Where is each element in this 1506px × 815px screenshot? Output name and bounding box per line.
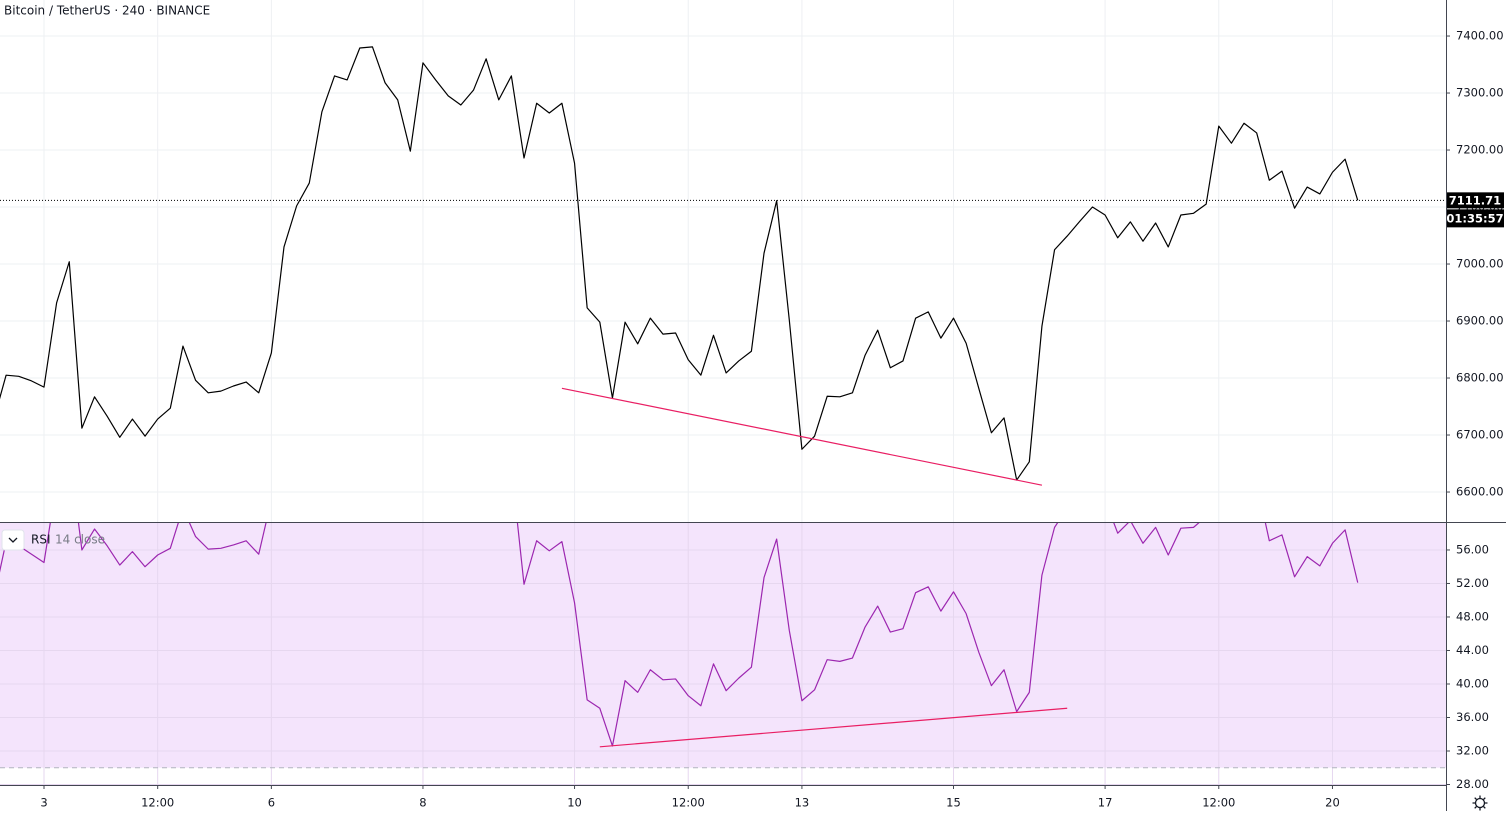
gear-teeth: [1472, 795, 1488, 811]
y-tick-label: 36.00: [1456, 710, 1489, 724]
x-tick-label: 12:00: [141, 796, 174, 810]
y-tick-label: 48.00: [1456, 609, 1489, 623]
pane-grid: [0, 523, 1446, 785]
countdown-box: [1447, 209, 1504, 228]
pane-grid: [0, 0, 1446, 522]
countdown-label: 01:35:57: [1446, 211, 1503, 225]
settings-icon[interactable]: [1472, 795, 1488, 811]
y-tick-label: 6600.00: [1456, 485, 1504, 499]
last-price-box: [1447, 192, 1504, 209]
trendline: [599, 707, 1068, 748]
rsi-band: [0, 523, 1446, 768]
indicator-name: RSI: [31, 533, 51, 547]
y-tick-label: 40.00: [1456, 676, 1489, 690]
x-tick-label: 10: [567, 796, 582, 810]
x-tick-label: 12:00: [672, 796, 705, 810]
x-tick-label: 20: [1325, 796, 1340, 810]
y-tick-label: 32.00: [1456, 743, 1489, 757]
x-tick-label: 12:00: [1202, 796, 1235, 810]
series-line: [0, 46, 1359, 481]
chevron-icon: [8, 537, 18, 543]
x-tick-label: 15: [946, 796, 961, 810]
x-tick-label: 8: [419, 796, 426, 810]
y-tick-label: 28.00: [1456, 777, 1489, 791]
x-tick-label: 13: [795, 796, 810, 810]
y-tick-label: 52.00: [1456, 576, 1489, 590]
y-tick-label: 6900.00: [1456, 314, 1504, 328]
x-tick-label: 3: [40, 796, 47, 810]
series-line: [0, 523, 1359, 747]
y-tick-label: 7300.00: [1456, 86, 1504, 100]
y-tick-label: 6700.00: [1456, 428, 1504, 442]
y-tick-label: 6800.00: [1456, 371, 1504, 385]
chart-title: Bitcoin / TetherUS · 240 · BINANCE: [4, 4, 210, 18]
last-price-label: 7111.71: [1449, 193, 1501, 207]
pane-marks: [0, 46, 1446, 486]
y-tick-label: 56.00: [1456, 542, 1489, 556]
x-tick-label: 17: [1098, 796, 1113, 810]
gear-ring: [1474, 797, 1486, 809]
band-clip: [0, 523, 1446, 768]
pane-marks: [0, 523, 1359, 748]
y-tick-label: 44.00: [1456, 643, 1489, 657]
y-tick-label: 7000.00: [1456, 257, 1504, 271]
collapse-button[interactable]: [1, 529, 25, 551]
y-tick-label: 7400.00: [1456, 29, 1504, 43]
trendline: [561, 387, 1043, 486]
indicator-params: 14 close: [55, 533, 105, 547]
x-tick-label: 6: [268, 796, 275, 810]
y-tick-label: 7200.00: [1456, 143, 1504, 157]
